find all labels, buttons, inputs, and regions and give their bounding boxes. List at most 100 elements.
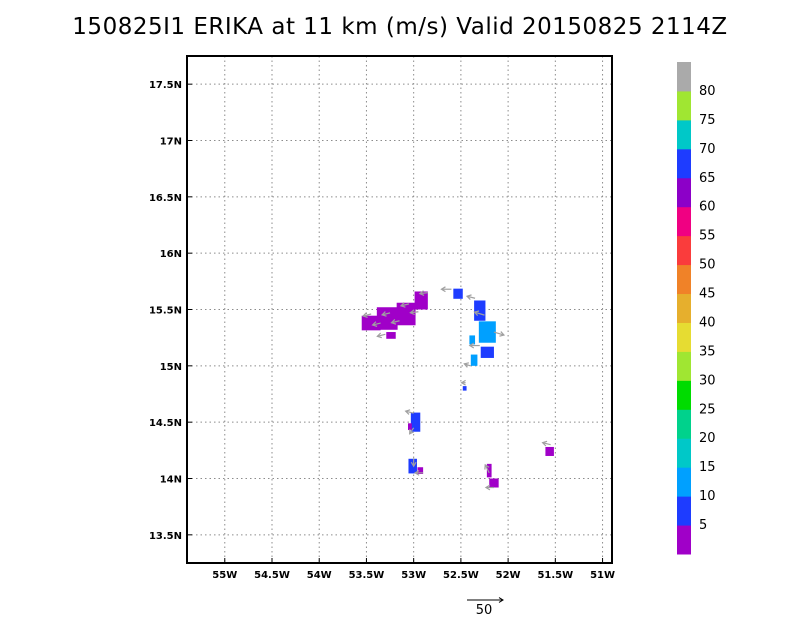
wind-vector — [440, 286, 452, 293]
wind-vector — [460, 379, 466, 386]
colorbar-segment — [677, 206, 691, 237]
y-tick-label: 17.5N — [149, 80, 182, 91]
arrow-head — [380, 311, 387, 317]
colorbar-segment — [677, 177, 691, 208]
wind-vector — [409, 309, 419, 316]
arrow-shaft — [419, 292, 428, 295]
colorbar-segment — [677, 119, 691, 150]
arrow-head — [440, 286, 446, 293]
y-tick-label: 15N — [160, 362, 182, 373]
arrow-head — [484, 463, 490, 470]
arrow-head — [498, 597, 504, 603]
arrow-head — [541, 440, 548, 447]
colorbar-segment — [677, 496, 691, 526]
wind-speed-cell — [474, 300, 486, 321]
x-tick-label: 53.5W — [349, 570, 385, 581]
colorbar-label: 70 — [699, 142, 716, 157]
arrow-shaft — [400, 303, 410, 307]
wind-vector — [362, 312, 372, 318]
wind-speed-cell — [470, 354, 478, 366]
wind-vector — [463, 362, 471, 368]
wind-speed-cell — [408, 423, 412, 431]
arrow-shaft — [466, 295, 476, 299]
y-tick-label: 14.5N — [149, 418, 182, 429]
arrow-shaft — [410, 311, 419, 314]
colorbar-label: 50 — [699, 258, 716, 273]
wind-vector — [484, 484, 494, 491]
x-tick-label: 51W — [590, 570, 615, 581]
wind-vector — [390, 319, 400, 325]
wind-vector — [413, 469, 424, 476]
colorbar-segment — [677, 148, 691, 179]
wind-vector — [371, 321, 381, 327]
colorbar-segment — [677, 467, 691, 497]
colorbar-segment — [677, 264, 691, 295]
arrow-shaft — [363, 313, 372, 317]
colorbar-segment — [677, 322, 691, 352]
colorbar-label: 65 — [699, 171, 716, 186]
colorbar-label: 80 — [699, 84, 716, 99]
x-tick-label: 52.5W — [443, 570, 479, 581]
wind-speed-cell — [361, 315, 381, 331]
y-tick-label: 17N — [160, 137, 182, 148]
arrow-shaft — [493, 331, 505, 336]
arrow-head — [390, 319, 397, 325]
arrow-head — [413, 469, 420, 476]
arrow-shaft — [391, 320, 400, 324]
x-axis-ticks: 55W 54.5W 54W 53.5W 53W 52.5W 52W 51.5W 51W — [212, 558, 615, 581]
arrow-shaft — [542, 442, 551, 446]
colorbar-label: 30 — [699, 373, 716, 388]
arrow-head — [399, 302, 406, 308]
colorbar-label: 55 — [699, 229, 716, 244]
arrow-head — [418, 290, 425, 297]
arrow-head — [410, 461, 417, 468]
wind-vector — [468, 342, 480, 349]
y-tick-label: 13.5N — [149, 531, 182, 542]
colorbar-segment — [677, 293, 691, 323]
wind-vector — [409, 427, 415, 435]
arrow-head — [376, 332, 382, 339]
arrow-head — [473, 310, 480, 316]
arrow-head — [484, 484, 491, 491]
chart-title: 150825I1 ERIKA at 11 km (m/s) Valid 2015… — [72, 14, 728, 40]
wind-speed-cells — [361, 288, 554, 488]
wind-vector — [418, 290, 428, 297]
wind-vector — [465, 294, 476, 300]
wind-speed-cell — [486, 463, 492, 478]
arrow-head — [499, 331, 506, 337]
colorbar-segment — [677, 380, 691, 410]
wind-speed-cell — [453, 288, 463, 299]
colorbar: 5 10 15 20 25 30 35 40 45 50 55 60 65 70 75 80 — [677, 62, 716, 555]
wind-speed-cell — [417, 467, 424, 474]
arrow-shaft — [372, 322, 381, 326]
arrow-head — [465, 294, 472, 300]
wind-vector — [380, 311, 391, 317]
arrow-head — [371, 321, 378, 327]
x-tick-label: 54W — [307, 570, 332, 581]
wind-vector — [484, 463, 490, 474]
wind-vector — [399, 302, 410, 308]
colorbar-label: 75 — [699, 113, 716, 128]
colorbar-segment — [677, 62, 691, 92]
colorbar-segment — [677, 525, 691, 555]
colorbar-label: 20 — [699, 431, 716, 446]
arrow-shaft — [409, 427, 415, 435]
reference-vector-label: 50 — [476, 603, 493, 618]
wind-speed-cell — [414, 291, 428, 310]
wind-speed-cell — [469, 335, 476, 345]
wind-vectors — [362, 286, 551, 491]
wind-speed-cell — [408, 458, 417, 474]
colorbar-label: 40 — [699, 315, 716, 330]
colorbar-label: 5 — [699, 518, 707, 533]
colorbar-segment — [677, 409, 691, 439]
colorbar-label: 60 — [699, 200, 716, 215]
arrow-shaft — [474, 311, 485, 316]
y-tick-label: 15.5N — [149, 306, 182, 317]
colorbar-segment — [677, 438, 691, 468]
wind-speed-cell — [386, 332, 396, 339]
colorbar-segment — [677, 235, 691, 266]
wind-vector — [376, 332, 386, 339]
y-axis-ticks: 13.5N 14N 14.5N 15N 15.5N 16N 16.5N 17N 17.5N — [149, 80, 192, 542]
y-tick-label: 16.5N — [149, 193, 182, 204]
arrow-head — [468, 342, 475, 349]
